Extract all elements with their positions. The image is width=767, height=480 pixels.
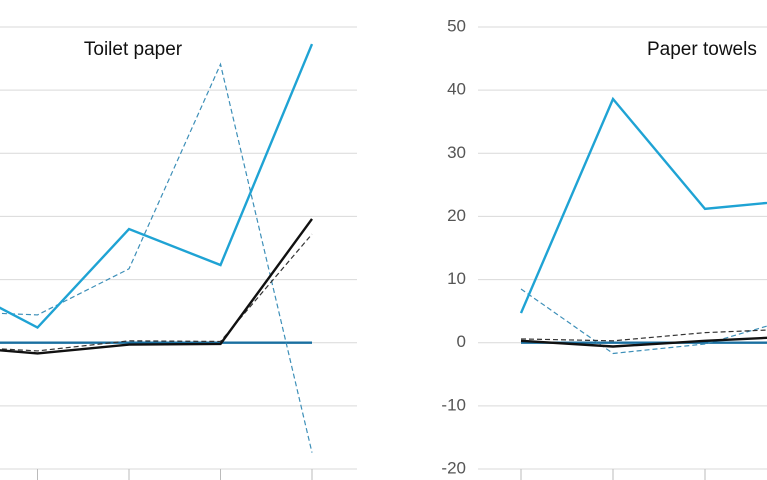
series-line [520, 329, 767, 342]
series-line [0, 43, 314, 330]
chart-title: Paper towels [647, 39, 757, 60]
series-line [0, 218, 313, 355]
y-tick-label: 40 [447, 80, 466, 99]
series-line [0, 62, 313, 453]
y-tick-label: 10 [447, 269, 466, 288]
y-tick-label: 30 [447, 143, 466, 162]
series-line [520, 336, 767, 348]
series-line [520, 288, 767, 355]
y-tick-label: -20 [441, 458, 466, 477]
chart-title: Toilet paper [84, 39, 183, 60]
y-tick-label: -10 [441, 395, 466, 414]
y-tick-label: 0 [457, 332, 466, 351]
y-tick-label: 20 [447, 206, 466, 225]
series-line [519, 96, 767, 314]
y-tick-label: 50 [447, 16, 466, 35]
series-line [0, 233, 313, 352]
